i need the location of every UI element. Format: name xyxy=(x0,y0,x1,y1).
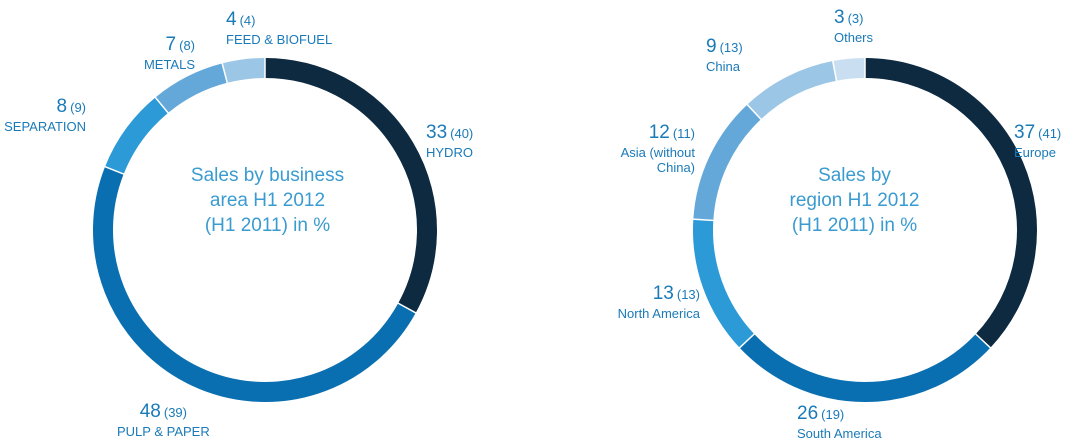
slice-value: 12 xyxy=(648,122,670,143)
slice-label-europe: 37 (41) Europe xyxy=(1014,123,1061,159)
slice-separator xyxy=(221,62,229,84)
donut-slice-metals xyxy=(155,63,228,114)
slice-separator xyxy=(396,302,417,315)
chart2-title: Sales by region H1 2012 (H1 2011) in % xyxy=(742,163,967,238)
slice-previous: (39) xyxy=(163,405,187,420)
slice-label-china: 9 (13) China xyxy=(706,37,743,73)
donut-slice-separation xyxy=(105,97,169,175)
slice-label-separation: 8 (9) SEPARATION xyxy=(0,97,86,133)
slice-name: FEED & BIOFUEL xyxy=(226,32,333,47)
slice-name: North America xyxy=(617,306,700,321)
slice-name: Others xyxy=(834,30,874,45)
donut-slice-hydro xyxy=(264,58,437,313)
donut-slice-europe xyxy=(864,58,1037,348)
donut-slice-feed-biofuel xyxy=(222,58,266,83)
chart2-title-line: region H1 2012 xyxy=(789,190,920,211)
slice-value: 4 xyxy=(226,9,237,30)
chart1-title-line: area H1 2012 xyxy=(209,190,326,211)
slice-separator xyxy=(692,218,715,222)
slice-name: China xyxy=(706,59,740,74)
slice-separator xyxy=(974,332,992,349)
donut-slice-others xyxy=(832,58,866,81)
slice-separator xyxy=(746,103,763,121)
slice-previous: (11) xyxy=(672,126,695,141)
slice-value: 37 xyxy=(1014,122,1036,143)
slice-value: 8 xyxy=(56,96,68,117)
slice-previous: (8) xyxy=(179,38,195,53)
slice-name: Asia (without xyxy=(620,145,695,160)
slice-name: PULP & PAPER xyxy=(117,424,210,439)
slice-previous: (40) xyxy=(450,126,474,141)
slice-name: South America xyxy=(797,426,882,441)
slice-name: HYDRO xyxy=(426,145,473,160)
slice-name: METALS xyxy=(143,57,195,72)
slice-previous: (41) xyxy=(1038,126,1062,141)
donut-slice-asia-without-china xyxy=(693,104,762,221)
slice-name: China) xyxy=(656,160,695,175)
slice-separator xyxy=(738,332,756,349)
slice-label-asia-without-china: 12 (11) Asia (without China) xyxy=(590,123,695,174)
donut-slice-china xyxy=(747,61,837,120)
chart1-title-line: Sales by business xyxy=(190,165,345,186)
slice-value: 13 xyxy=(652,283,674,304)
slice-value: 9 xyxy=(706,36,717,57)
slice-value: 33 xyxy=(426,122,448,143)
slice-previous: (4) xyxy=(239,13,256,28)
slice-previous: (3) xyxy=(847,11,864,26)
slice-separator xyxy=(154,96,170,115)
slice-label-feed-biofuel: 4 (4) FEED & BIOFUEL xyxy=(226,10,332,46)
donut-slice-north-america xyxy=(693,219,755,348)
donut-slice-pulp-paper xyxy=(93,166,416,402)
slice-label-hydro: 33 (40) HYDRO xyxy=(426,123,473,159)
slice-value: 48 xyxy=(139,401,161,422)
slice-separator xyxy=(103,165,125,176)
slice-name: SEPARATION xyxy=(4,119,86,134)
chart2-title-line: (H1 2011) in % xyxy=(791,215,918,236)
slice-name: Europe xyxy=(1014,145,1056,160)
slice-label-pulp-paper: 48 (39) PULP & PAPER xyxy=(117,402,210,438)
slice-value: 3 xyxy=(834,7,845,28)
slice-value: 26 xyxy=(797,403,819,424)
slice-label-others: 3 (3) Others xyxy=(834,8,873,44)
slice-previous: (9) xyxy=(70,100,86,115)
chart1-title-line: (H1 2011) in % xyxy=(204,215,331,236)
chart2-title-line: Sales by xyxy=(818,165,891,186)
slice-label-metals: 7 (8) METALS xyxy=(115,35,195,71)
slice-label-north-america: 13 (13) North America xyxy=(580,284,700,320)
chart1-title: Sales by business area H1 2012 (H1 2011)… xyxy=(155,163,380,238)
slice-previous: (19) xyxy=(821,407,845,422)
slice-label-south-america: 26 (19) South America xyxy=(797,404,882,440)
slice-value: 7 xyxy=(165,34,177,55)
donut-slice-south-america xyxy=(739,334,991,402)
slice-separator xyxy=(831,59,838,82)
slice-previous: (13) xyxy=(719,40,743,55)
slice-previous: (13) xyxy=(676,287,700,302)
